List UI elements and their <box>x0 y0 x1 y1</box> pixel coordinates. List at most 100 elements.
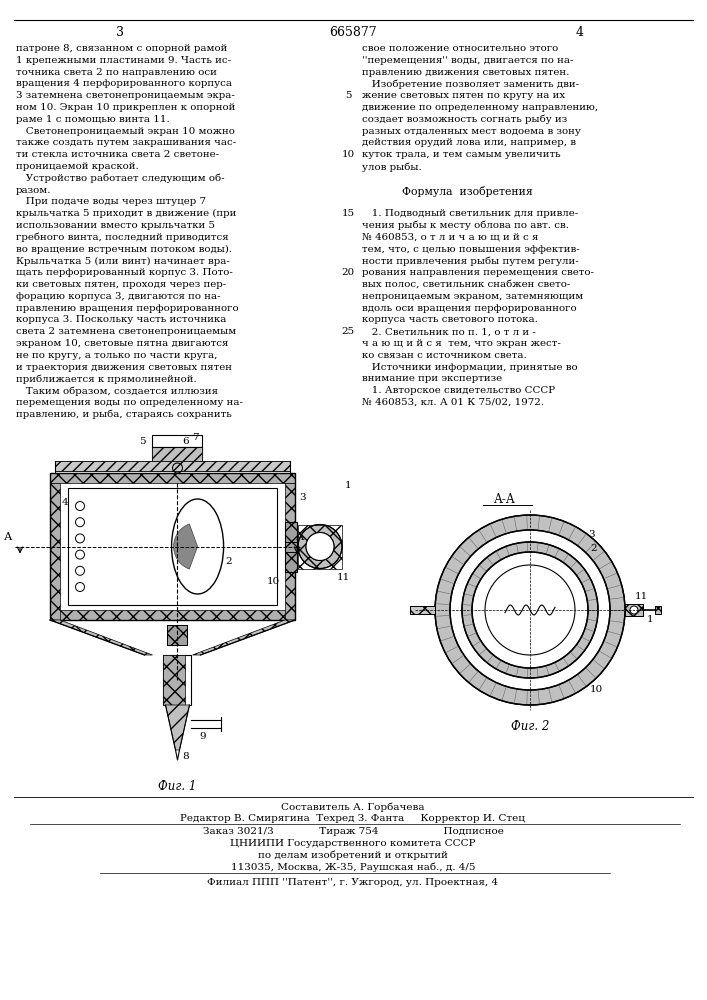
Bar <box>50 610 295 620</box>
Text: ч а ю щ и й с я  тем, что экран жест-: ч а ю щ и й с я тем, что экран жест- <box>362 339 561 348</box>
Text: Таким образом, создается иллюзия: Таким образом, создается иллюзия <box>16 386 218 396</box>
Bar <box>285 522 297 572</box>
Bar <box>55 461 290 471</box>
Text: Крыльчатка 5 (или винт) начинает вра-: Крыльчатка 5 (или винт) начинает вра- <box>16 256 230 266</box>
Text: 6: 6 <box>182 437 189 446</box>
Text: Светонепроницаемый экран 10 можно: Светонепроницаемый экран 10 можно <box>16 127 235 136</box>
Text: 25: 25 <box>341 327 355 336</box>
Bar <box>163 655 185 705</box>
Text: улов рыбы.: улов рыбы. <box>362 162 422 172</box>
Bar <box>410 606 435 614</box>
Circle shape <box>306 532 334 560</box>
Text: корпуса часть светового потока.: корпуса часть светового потока. <box>362 315 538 324</box>
Circle shape <box>462 542 598 678</box>
Text: 7: 7 <box>192 433 199 442</box>
Bar <box>50 483 60 620</box>
Bar <box>625 604 643 616</box>
Text: 9: 9 <box>199 732 206 741</box>
Text: приближается к прямолинейной.: приближается к прямолинейной. <box>16 374 197 384</box>
Text: крыльчатка 5 приходит в движение (при: крыльчатка 5 приходит в движение (при <box>16 209 236 218</box>
Text: 4: 4 <box>62 498 69 507</box>
Text: ном 10. Экран 10 прикреплен к опорной: ном 10. Экран 10 прикреплен к опорной <box>16 103 235 112</box>
Text: рования направления перемещения свето-: рования направления перемещения свето- <box>362 268 594 277</box>
Text: внимание при экспертизе: внимание при экспертизе <box>362 374 502 383</box>
Text: правлению, и рыба, стараясь сохранить: правлению, и рыба, стараясь сохранить <box>16 410 232 419</box>
Circle shape <box>298 524 342 568</box>
Polygon shape <box>165 705 189 750</box>
Polygon shape <box>50 620 153 655</box>
Circle shape <box>472 552 588 668</box>
Text: экраном 10, световые пятна двигаются: экраном 10, световые пятна двигаются <box>16 339 228 348</box>
Text: движение по определенному направлению,: движение по определенному направлению, <box>362 103 598 112</box>
Text: корпуса 3. Поскольку часть источника: корпуса 3. Поскольку часть источника <box>16 315 226 324</box>
Text: правлению вращения перфорированного: правлению вращения перфорированного <box>16 304 239 313</box>
Text: ности привлечения рыбы путем регули-: ности привлечения рыбы путем регули- <box>362 256 579 266</box>
Text: Устройство работает следующим об-: Устройство работает следующим об- <box>16 174 225 183</box>
Text: света 2 затемнена светонепроницаемым: света 2 затемнена светонепроницаемым <box>16 327 236 336</box>
Bar <box>50 473 295 483</box>
Text: Изобретение позволяет заменить дви-: Изобретение позволяет заменить дви- <box>362 79 579 89</box>
Text: перемещения воды по определенному на-: перемещения воды по определенному на- <box>16 398 243 407</box>
Ellipse shape <box>172 499 223 594</box>
Text: 5: 5 <box>139 437 146 446</box>
Bar <box>153 435 202 447</box>
Text: № 460853, о т л и ч а ю щ и й с я: № 460853, о т л и ч а ю щ и й с я <box>362 233 538 242</box>
Text: 3: 3 <box>116 26 124 39</box>
Text: 665877: 665877 <box>329 26 377 39</box>
Text: также создать путем закрашивания час-: также создать путем закрашивания час- <box>16 138 236 147</box>
Circle shape <box>306 532 334 560</box>
Text: 1: 1 <box>647 615 654 624</box>
Text: тем, что, с целью повышения эффектив-: тем, что, с целью повышения эффектив- <box>362 245 580 254</box>
Circle shape <box>435 515 625 705</box>
Text: и траектория движения световых пятен: и траектория движения световых пятен <box>16 363 232 372</box>
Text: А: А <box>296 532 304 542</box>
Circle shape <box>450 530 610 690</box>
Text: А: А <box>4 532 12 542</box>
Text: 1. Авторское свидетельство СССР: 1. Авторское свидетельство СССР <box>362 386 555 395</box>
Text: ки световых пятен, проходя через пер-: ки световых пятен, проходя через пер- <box>16 280 226 289</box>
Text: патроне 8, связанном с опорной рамой: патроне 8, связанном с опорной рамой <box>16 44 228 53</box>
Bar <box>168 625 187 645</box>
Text: 15: 15 <box>341 209 355 218</box>
Text: создает возможность согнать рыбу из: создает возможность согнать рыбу из <box>362 115 567 124</box>
Text: свое положение относительно этого: свое положение относительно этого <box>362 44 559 53</box>
Text: жение световых пятен по кругу на их: жение световых пятен по кругу на их <box>362 91 565 100</box>
Text: Составитель А. Горбачева: Составитель А. Горбачева <box>281 802 425 812</box>
Text: Заказ 3021/3              Тираж 754                    Подписное: Заказ 3021/3 Тираж 754 Подписное <box>203 827 503 836</box>
Text: ко связан с источником света.: ко связан с источником света. <box>362 351 527 360</box>
Bar <box>153 447 202 465</box>
Text: чения рыбы к месту облова по авт. св.: чения рыбы к месту облова по авт. св. <box>362 221 569 231</box>
Text: вращения 4 перфорированного корпуса: вращения 4 перфорированного корпуса <box>16 79 232 88</box>
Bar <box>163 655 192 705</box>
Text: щать перфорированный корпус 3. Пото-: щать перфорированный корпус 3. Пото- <box>16 268 233 277</box>
Text: 10: 10 <box>590 685 603 694</box>
Text: раме 1 с помощью винта 11.: раме 1 с помощью винта 11. <box>16 115 170 124</box>
Text: Редактор В. Смирягина  Техред З. Фанта     Корректор И. Стец: Редактор В. Смирягина Техред З. Фанта Ко… <box>180 814 525 823</box>
Text: точника света 2 по направлению оси: точника света 2 по направлению оси <box>16 68 217 77</box>
Text: Филиал ППП ''Патент'', г. Ужгород, ул. Проектная, 4: Филиал ППП ''Патент'', г. Ужгород, ул. П… <box>207 878 498 887</box>
Text: не по кругу, а только по части круга,: не по кругу, а только по части круга, <box>16 351 217 360</box>
Text: 3 затемнена светонепроницаемым экра-: 3 затемнена светонепроницаемым экра- <box>16 91 235 100</box>
Text: правлению движения световых пятен.: правлению движения световых пятен. <box>362 68 569 77</box>
Text: 2. Светильник по п. 1, о т л и -: 2. Светильник по п. 1, о т л и - <box>362 327 536 336</box>
Text: форацию корпуса 3, двигаются по на-: форацию корпуса 3, двигаются по на- <box>16 292 221 301</box>
Text: разом.: разом. <box>16 186 52 195</box>
Text: ''перемещения'' воды, двигается по на-: ''перемещения'' воды, двигается по на- <box>362 56 573 65</box>
Text: 5: 5 <box>345 91 351 100</box>
Bar <box>285 522 297 572</box>
Text: Формула  изобретения: Формула изобретения <box>402 186 533 197</box>
Bar <box>655 606 661 614</box>
Text: разных отдаленных мест водоема в зону: разных отдаленных мест водоема в зону <box>362 127 581 136</box>
Polygon shape <box>192 620 295 655</box>
Text: гребного винта, последний приводится: гребного винта, последний приводится <box>16 233 228 242</box>
Text: 11: 11 <box>337 574 350 582</box>
Bar <box>153 447 202 465</box>
Text: Источники информации, принятые во: Источники информации, принятые во <box>362 363 578 372</box>
Text: 10: 10 <box>267 576 280 585</box>
Bar <box>285 483 295 620</box>
Text: ти стекла источника света 2 светоне-: ти стекла источника света 2 светоне- <box>16 150 219 159</box>
Text: А-А: А-А <box>494 493 516 506</box>
Text: проницаемой краской.: проницаемой краской. <box>16 162 139 171</box>
Bar <box>298 524 342 568</box>
Text: 11: 11 <box>635 592 648 601</box>
